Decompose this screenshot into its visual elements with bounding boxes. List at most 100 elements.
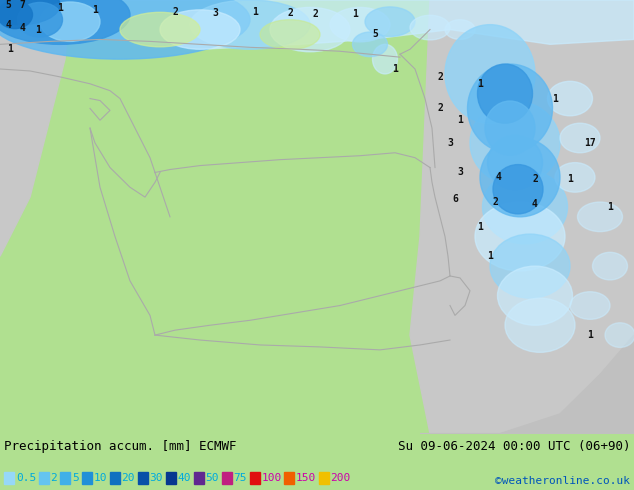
Ellipse shape <box>0 0 60 24</box>
Text: 1: 1 <box>392 64 398 74</box>
Text: 1: 1 <box>607 202 613 212</box>
Ellipse shape <box>578 202 623 232</box>
Text: 4: 4 <box>532 199 538 209</box>
Ellipse shape <box>330 7 390 42</box>
Text: 3: 3 <box>447 138 453 148</box>
Text: 5: 5 <box>372 29 378 40</box>
Text: 5: 5 <box>72 473 79 483</box>
Ellipse shape <box>353 32 387 57</box>
Polygon shape <box>0 0 634 49</box>
Bar <box>110 472 119 484</box>
Text: 1: 1 <box>7 44 13 54</box>
Ellipse shape <box>18 2 63 37</box>
Ellipse shape <box>498 266 573 325</box>
Text: 2: 2 <box>172 7 178 17</box>
Text: 5: 5 <box>5 0 11 10</box>
Ellipse shape <box>0 1 32 28</box>
Bar <box>39 472 48 484</box>
Polygon shape <box>0 0 70 256</box>
Ellipse shape <box>480 138 560 217</box>
Text: 17: 17 <box>584 138 596 148</box>
Ellipse shape <box>488 136 543 190</box>
Ellipse shape <box>410 15 450 40</box>
Text: 4: 4 <box>495 172 501 182</box>
Text: 1: 1 <box>57 3 63 13</box>
Ellipse shape <box>190 0 310 49</box>
Text: 1: 1 <box>487 251 493 261</box>
Ellipse shape <box>570 292 610 319</box>
Text: 3: 3 <box>212 8 218 18</box>
Text: Su 09-06-2024 00:00 UTC (06+90): Su 09-06-2024 00:00 UTC (06+90) <box>398 440 630 453</box>
Bar <box>4 472 14 484</box>
Bar <box>318 472 328 484</box>
Bar <box>221 472 231 484</box>
Text: 4: 4 <box>5 20 11 29</box>
Ellipse shape <box>270 7 350 52</box>
Text: 1: 1 <box>92 5 98 15</box>
Ellipse shape <box>490 234 570 298</box>
Ellipse shape <box>365 7 415 36</box>
Ellipse shape <box>467 64 552 153</box>
Ellipse shape <box>560 123 600 153</box>
Text: 40: 40 <box>178 473 191 483</box>
Ellipse shape <box>160 10 240 49</box>
Text: Precipitation accum. [mm] ECMWF: Precipitation accum. [mm] ECMWF <box>4 440 236 453</box>
Ellipse shape <box>445 20 475 39</box>
Text: 2: 2 <box>532 174 538 184</box>
Polygon shape <box>410 0 634 434</box>
Text: 20: 20 <box>122 473 135 483</box>
Text: 0.5: 0.5 <box>16 473 36 483</box>
Bar <box>82 472 91 484</box>
Text: 30: 30 <box>150 473 163 483</box>
Text: 1: 1 <box>477 79 483 89</box>
Text: 1: 1 <box>477 221 483 232</box>
Ellipse shape <box>0 0 130 45</box>
Ellipse shape <box>505 298 575 352</box>
Ellipse shape <box>260 20 320 49</box>
Text: 10: 10 <box>93 473 107 483</box>
Polygon shape <box>420 335 634 434</box>
Text: 2: 2 <box>492 197 498 207</box>
Text: 1: 1 <box>587 330 593 340</box>
Ellipse shape <box>477 64 533 123</box>
Text: 2: 2 <box>287 8 293 18</box>
Text: 2: 2 <box>312 9 318 19</box>
Ellipse shape <box>593 252 628 280</box>
Text: ©weatheronline.co.uk: ©weatheronline.co.uk <box>495 476 630 486</box>
Ellipse shape <box>605 323 634 347</box>
Bar <box>165 472 176 484</box>
Text: 1: 1 <box>552 94 558 103</box>
Text: 75: 75 <box>233 473 247 483</box>
Text: 2: 2 <box>437 103 443 113</box>
Text: 150: 150 <box>296 473 316 483</box>
Text: 1: 1 <box>352 9 358 19</box>
Bar <box>250 472 259 484</box>
Ellipse shape <box>120 12 200 47</box>
Ellipse shape <box>445 24 535 123</box>
Ellipse shape <box>555 163 595 192</box>
Text: 1: 1 <box>457 115 463 125</box>
Ellipse shape <box>475 202 565 271</box>
Bar <box>60 472 70 484</box>
Text: 1: 1 <box>35 24 41 35</box>
Polygon shape <box>500 0 634 98</box>
Ellipse shape <box>373 45 398 74</box>
Ellipse shape <box>470 101 560 185</box>
Text: 200: 200 <box>330 473 351 483</box>
Ellipse shape <box>493 165 543 214</box>
Text: 1: 1 <box>567 174 573 184</box>
Ellipse shape <box>482 170 567 244</box>
Bar <box>193 472 204 484</box>
Ellipse shape <box>40 2 100 41</box>
Text: 2: 2 <box>51 473 57 483</box>
Text: 3: 3 <box>457 168 463 177</box>
Ellipse shape <box>0 0 250 59</box>
Text: 2: 2 <box>437 72 443 82</box>
Bar <box>138 472 148 484</box>
Ellipse shape <box>548 81 593 116</box>
Text: 50: 50 <box>205 473 219 483</box>
Text: 4: 4 <box>19 23 25 33</box>
Text: 100: 100 <box>261 473 281 483</box>
Text: 6: 6 <box>452 194 458 204</box>
Bar <box>284 472 294 484</box>
